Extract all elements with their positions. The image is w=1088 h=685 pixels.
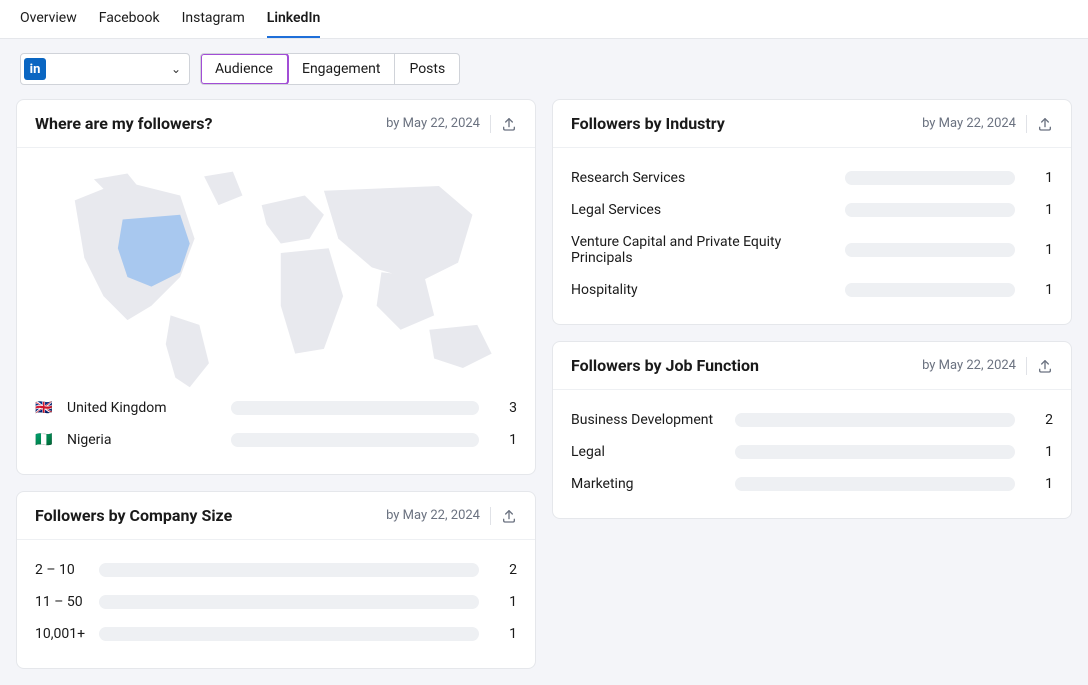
job-value: 1	[1029, 476, 1053, 492]
industry-label: Hospitality	[571, 282, 831, 298]
date-label: by May 22, 2024	[922, 358, 1016, 373]
bar-track	[231, 433, 479, 447]
size-label: 11 – 50	[35, 594, 85, 610]
bar-track	[99, 595, 479, 609]
profile-selector[interactable]: in ⌄	[20, 53, 190, 85]
card-title: Where are my followers?	[35, 114, 386, 133]
bar-track	[99, 627, 479, 641]
geo-label: Nigeria	[67, 432, 217, 448]
size-value: 1	[493, 626, 517, 642]
bar-track	[845, 283, 1015, 297]
card-title: Followers by Company Size	[35, 506, 386, 525]
date-label: by May 22, 2024	[922, 116, 1016, 131]
date-label: by May 22, 2024	[386, 508, 480, 523]
flag-icon: 🇳🇬	[35, 432, 53, 448]
chevron-down-icon: ⌄	[171, 62, 181, 76]
job-row: Business Development 2	[571, 404, 1053, 436]
segment-audience[interactable]: Audience	[201, 54, 288, 84]
card-company-size: Followers by Company Size by May 22, 202…	[16, 491, 536, 669]
separator	[490, 115, 491, 133]
bar-track	[99, 563, 479, 577]
separator	[490, 507, 491, 525]
world-map-svg	[35, 162, 517, 392]
segment-engagement[interactable]: Engagement	[288, 54, 395, 84]
industry-value: 1	[1029, 202, 1053, 218]
top-tabs: Overview Facebook Instagram LinkedIn	[0, 0, 1088, 39]
job-label: Legal	[571, 444, 721, 460]
industry-label: Venture Capital and Private Equity Princ…	[571, 234, 831, 266]
separator	[1026, 357, 1027, 375]
size-label: 2 – 10	[35, 562, 85, 578]
geo-row: 🇬🇧 United Kingdom 3	[35, 392, 517, 424]
size-row: 11 – 50 1	[35, 586, 517, 618]
industry-row: Legal Services 1	[571, 194, 1053, 226]
date-label: by May 22, 2024	[386, 116, 480, 131]
geo-label: United Kingdom	[67, 400, 217, 416]
tab-instagram[interactable]: Instagram	[182, 10, 245, 38]
geo-value: 1	[493, 432, 517, 448]
tab-facebook[interactable]: Facebook	[99, 10, 160, 38]
export-icon[interactable]	[501, 508, 517, 524]
bar-track	[845, 203, 1015, 217]
size-row: 10,001+ 1	[35, 618, 517, 650]
job-row: Marketing 1	[571, 468, 1053, 500]
card-job-function: Followers by Job Function by May 22, 202…	[552, 341, 1072, 519]
job-value: 1	[1029, 444, 1053, 460]
bar-track	[735, 445, 1015, 459]
card-industry: Followers by Industry by May 22, 2024 Re…	[552, 99, 1072, 325]
geo-value: 3	[493, 400, 517, 416]
bar-track	[845, 171, 1015, 185]
industry-value: 1	[1029, 170, 1053, 186]
job-value: 2	[1029, 412, 1053, 428]
industry-row: Hospitality 1	[571, 274, 1053, 306]
export-icon[interactable]	[1037, 116, 1053, 132]
bar-track	[231, 401, 479, 415]
job-label: Business Development	[571, 412, 721, 428]
world-map	[35, 162, 517, 392]
export-icon[interactable]	[1037, 358, 1053, 374]
tab-linkedin[interactable]: LinkedIn	[267, 10, 321, 38]
segment-posts[interactable]: Posts	[395, 54, 459, 84]
size-row: 2 – 10 2	[35, 554, 517, 586]
industry-value: 1	[1029, 282, 1053, 298]
industry-label: Legal Services	[571, 202, 831, 218]
sub-bar: in ⌄ Audience Engagement Posts	[0, 39, 1088, 99]
bar-track	[735, 477, 1015, 491]
job-label: Marketing	[571, 476, 721, 492]
industry-row: Research Services 1	[571, 162, 1053, 194]
view-segments: Audience Engagement Posts	[200, 53, 460, 85]
card-title: Followers by Job Function	[571, 356, 922, 375]
job-row: Legal 1	[571, 436, 1053, 468]
separator	[1026, 115, 1027, 133]
export-icon[interactable]	[501, 116, 517, 132]
geo-row: 🇳🇬 Nigeria 1	[35, 424, 517, 456]
card-followers-geo: Where are my followers? by May 22, 2024	[16, 99, 536, 475]
industry-row: Venture Capital and Private Equity Princ…	[571, 226, 1053, 274]
size-value: 1	[493, 594, 517, 610]
industry-label: Research Services	[571, 170, 831, 186]
size-value: 2	[493, 562, 517, 578]
industry-value: 1	[1029, 242, 1053, 258]
bar-track	[845, 243, 1015, 257]
linkedin-icon: in	[24, 58, 46, 80]
flag-icon: 🇬🇧	[35, 400, 53, 416]
tab-overview[interactable]: Overview	[20, 10, 77, 38]
bar-track	[735, 413, 1015, 427]
size-label: 10,001+	[35, 626, 85, 642]
card-title: Followers by Industry	[571, 114, 922, 133]
